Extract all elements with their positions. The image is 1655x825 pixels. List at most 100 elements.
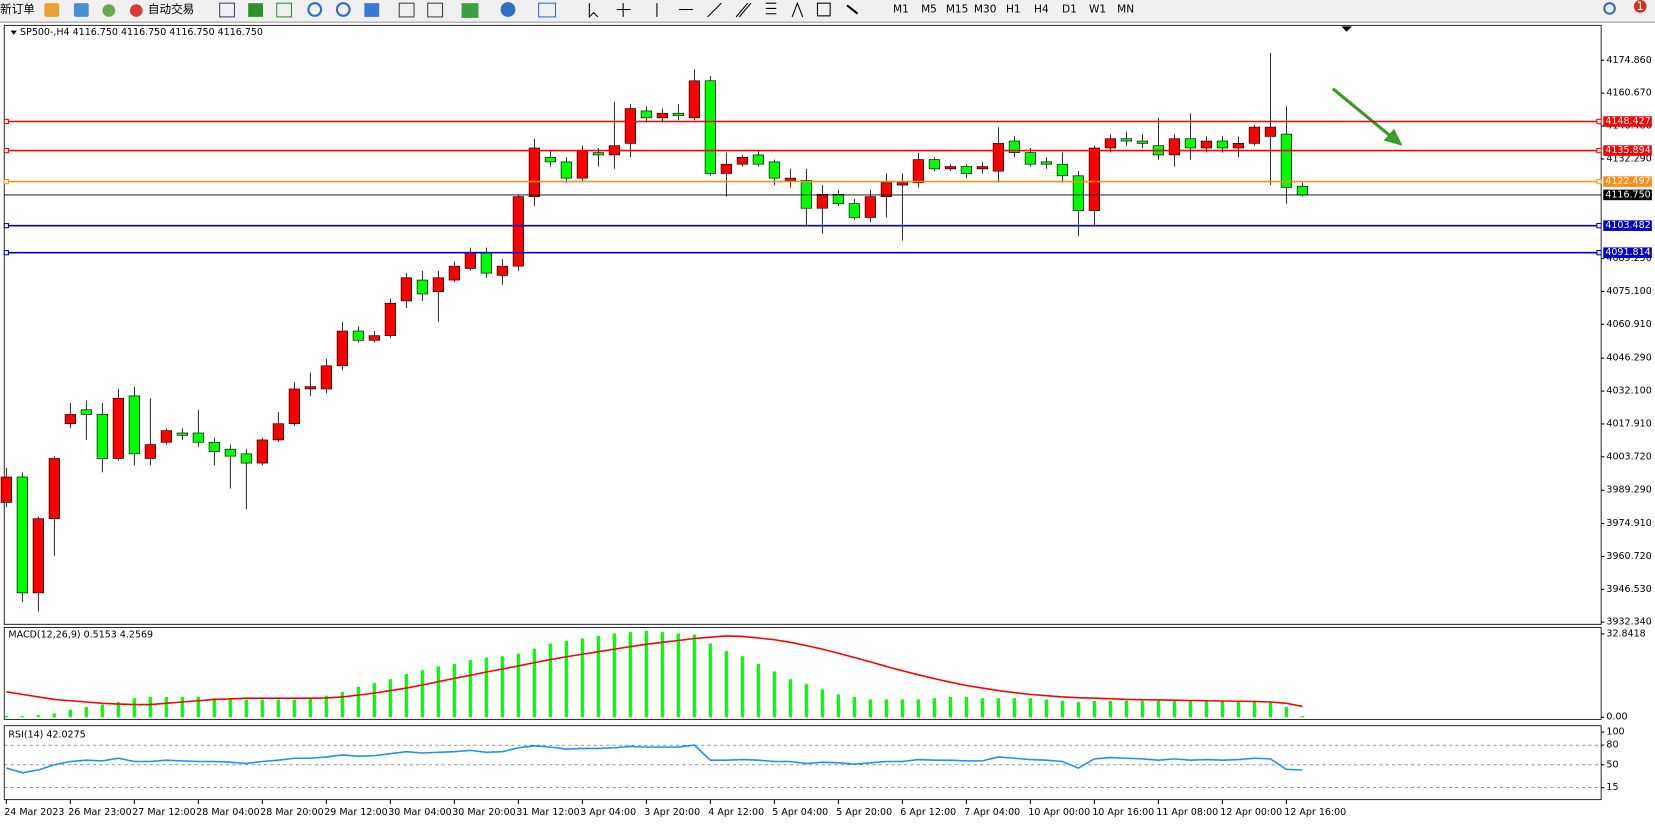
icon[interactable] [538, 2, 557, 18]
channel-tool[interactable] [735, 2, 752, 18]
macd-bar [308, 698, 312, 718]
search[interactable] [1603, 2, 1616, 15]
y-tick-label: 4046.290 [1606, 353, 1651, 364]
candle-body [16, 476, 28, 594]
x-tick-label: 26 Mar 23:00 [68, 807, 131, 818]
macd-bar [84, 707, 88, 718]
crosshair-tool[interactable] [616, 3, 631, 17]
arrow-tool[interactable] [846, 4, 859, 15]
timeframe-button[interactable]: M30 [974, 4, 997, 16]
macd-bar [868, 699, 872, 718]
candle-body [80, 409, 92, 415]
candle-body [880, 182, 892, 197]
candle-body [928, 159, 940, 170]
macd-bar [596, 635, 600, 718]
trend-tool[interactable] [707, 2, 722, 18]
y-tick-label: 4174.860 [1606, 55, 1651, 66]
panel-header: RSI(14) 42.0275 [8, 730, 85, 741]
y-tick-label: 3974.910 [1606, 518, 1651, 529]
macd-bar [548, 643, 552, 718]
candle-body [464, 251, 476, 269]
zoom-in[interactable] [307, 2, 323, 17]
level-handle [3, 147, 9, 154]
x-tick-label: 12 Apr 00:00 [1220, 807, 1282, 818]
icon[interactable] [461, 3, 479, 18]
zoom-out[interactable] [335, 2, 351, 17]
macd-bar [100, 704, 104, 718]
auto-trade-icon[interactable] [129, 4, 143, 17]
macd-bar [564, 641, 568, 718]
price-panel [3, 24, 1602, 625]
candle-body [336, 330, 348, 367]
timeframe-button[interactable]: M1 [893, 4, 909, 16]
x-tick-label: 24 Mar 2023 [4, 807, 64, 818]
macd-bar [804, 684, 808, 718]
timeframe-button[interactable]: H4 [1034, 4, 1049, 16]
macd-bar [1268, 702, 1272, 718]
candle-body [1248, 126, 1260, 144]
macd-bar [148, 696, 152, 718]
level-handle [1596, 223, 1602, 229]
level-handle [1596, 178, 1602, 185]
auto-trade-button[interactable]: 自动交易 [148, 2, 194, 16]
macd-bar [484, 657, 488, 718]
level-handle [3, 250, 9, 256]
panel-header: SP500-,H4 4116.750 4116.750 4116.750 411… [20, 27, 263, 38]
cursor-tool[interactable] [588, 3, 599, 19]
y-tick-label: 4003.720 [1606, 451, 1651, 462]
candle-body [640, 110, 652, 119]
macd-bar [500, 656, 504, 718]
macd-bar [244, 699, 248, 718]
macd-bar [724, 651, 728, 718]
icon[interactable] [248, 3, 263, 17]
icon[interactable] [427, 2, 444, 18]
candle-body [1168, 138, 1180, 156]
candle-body [1056, 163, 1068, 177]
x-tick-label: 6 Apr 12:00 [900, 807, 956, 818]
x-tick-label: 10 Apr 16:00 [1092, 807, 1154, 818]
candle-body [1072, 175, 1084, 211]
timeframe-button[interactable]: W1 [1089, 4, 1106, 16]
notification-badge[interactable] [1633, 0, 1647, 13]
icon[interactable] [364, 3, 380, 17]
candle-body [1008, 140, 1020, 153]
icon[interactable] [276, 2, 293, 18]
icon[interactable] [219, 2, 235, 18]
fibo-tool[interactable] [765, 2, 777, 15]
label-tool[interactable] [816, 2, 831, 17]
candle-body [768, 161, 780, 179]
macd-bar [1124, 700, 1128, 718]
timeframe-button[interactable]: D1 [1062, 4, 1077, 16]
macd-bar [644, 630, 648, 718]
y-tick-label: 4075.100 [1606, 286, 1651, 297]
header-marker [10, 30, 17, 35]
y-tick-label: 3946.530 [1606, 584, 1651, 595]
icon[interactable] [73, 3, 89, 17]
x-tick-label: 28 Mar 04:00 [196, 807, 259, 818]
icon[interactable] [102, 4, 116, 17]
timeframe-button[interactable]: H1 [1006, 4, 1021, 16]
icon[interactable] [398, 2, 415, 18]
candle-body [1136, 140, 1148, 144]
new-order-button[interactable]: 新订单 [0, 2, 35, 16]
x-tick-label: 31 Mar 12:00 [516, 807, 579, 818]
icon[interactable] [500, 2, 516, 17]
macd-bar [436, 666, 440, 718]
macd-bar [1172, 700, 1176, 718]
level-handle [3, 118, 9, 125]
timeframe-button[interactable]: M5 [921, 4, 937, 16]
macd-bar [1028, 698, 1032, 718]
candle-body [592, 152, 604, 156]
x-tick-label: 3 Apr 04:00 [580, 807, 636, 818]
text-tool[interactable] [791, 1, 804, 18]
macd-bar [692, 634, 696, 718]
macd-bar [900, 699, 904, 718]
timeframe-button[interactable]: M15 [946, 4, 969, 16]
macd-bar [916, 699, 920, 718]
candle-body [944, 166, 956, 170]
level-price-tag [1603, 116, 1652, 127]
icon[interactable] [44, 3, 60, 17]
timeframe-button[interactable]: MN [1117, 4, 1134, 16]
macd-bar [980, 698, 984, 718]
candle-body [752, 154, 764, 165]
